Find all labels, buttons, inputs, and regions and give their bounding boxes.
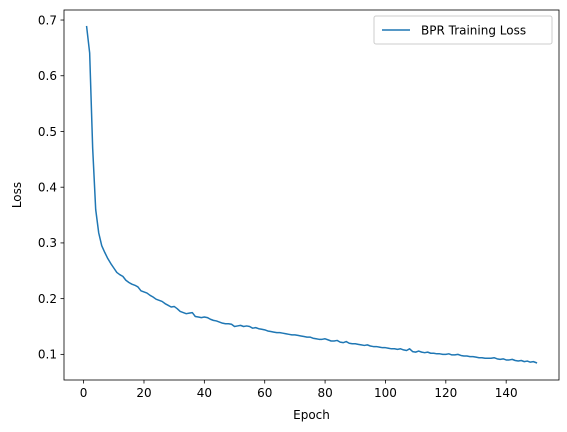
x-tick-label: 80 xyxy=(317,386,332,400)
y-tick-label: 0.6 xyxy=(38,69,57,83)
x-tick-label: 20 xyxy=(136,386,151,400)
plot-frame xyxy=(63,9,560,381)
legend: BPR Training Loss xyxy=(373,15,553,45)
bpr-training-loss-line xyxy=(85,25,538,364)
y-tick-label: 0.7 xyxy=(38,13,57,27)
y-tick-label: 0.1 xyxy=(38,348,57,362)
x-tick-label: 40 xyxy=(197,386,212,400)
ticks-layer: 0 20 40 60 80 100 120 140 0.1 0.2 0.3 0.4 0.5 0.6 0.7 xyxy=(38,13,518,400)
y-tick-label: 0.5 xyxy=(38,125,57,139)
y-axis-label: Loss xyxy=(10,182,24,208)
plot-area xyxy=(64,10,559,380)
legend-box xyxy=(373,15,553,45)
x-tick-label: 100 xyxy=(374,386,397,400)
x-tick-label: 0 xyxy=(80,386,88,400)
y-tick-label: 0.2 xyxy=(38,292,57,306)
y-tick-label: 0.4 xyxy=(38,180,57,194)
x-tick-label: 140 xyxy=(495,386,518,400)
x-tick-label: 120 xyxy=(434,386,457,400)
x-tick-label: 60 xyxy=(257,386,272,400)
x-axis-label: Epoch xyxy=(293,408,330,422)
y-tick-label: 0.3 xyxy=(38,236,57,250)
legend-label: BPR Training Loss xyxy=(421,24,526,38)
